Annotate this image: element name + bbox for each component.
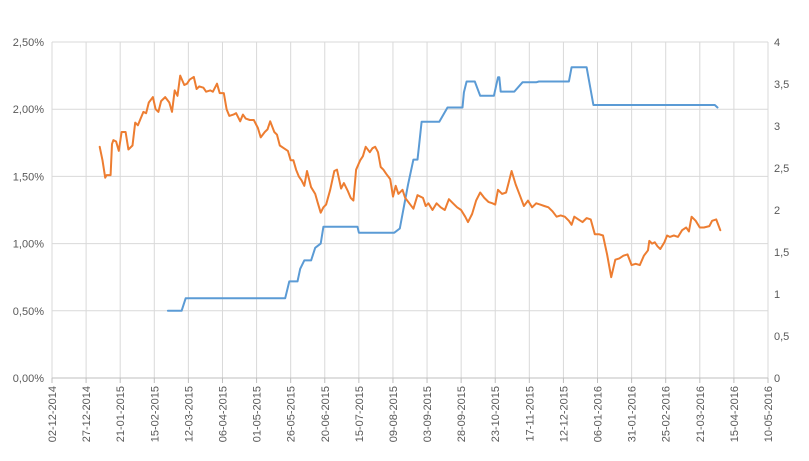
y-right-tick-label: 3,5 [774,79,789,91]
y-right-tick-label: 0 [774,373,780,385]
x-tick-label: 02-12-2014 [47,386,59,442]
x-tick-label: 20-06-2015 [320,386,332,442]
x-tick-label: 12-12-2015 [558,386,570,442]
gridlines [51,41,769,383]
y-right-tick-label: 1 [774,289,780,301]
x-tick-label: 17-11-2015 [524,386,536,441]
y-left-tick-label: 0,00% [13,373,44,385]
x-tick-label: 15-07-2015 [354,386,366,442]
x-tick-label: 06-01-2016 [593,386,605,442]
y-left-tick-label: 0,50% [13,306,44,318]
right-axis-tick-labels: 0 0,5 1 1,5 2 2,5 3 3,5 4 [774,37,789,385]
x-tick-label: 27-12-2014 [81,386,93,442]
y-right-tick-label: 4 [774,37,780,49]
x-tick-label: 15-02-2015 [149,386,161,442]
x-tick-label: 31-01-2016 [627,386,639,442]
y-left-tick-label: 2,50% [13,37,44,49]
x-tick-label: 03-09-2015 [422,386,434,442]
left-axis-tick-labels: 0,00% 0,50% 1,00% 1,50% 2,00% 2,50% [13,37,44,385]
x-tick-label: 09-08-2015 [388,386,400,442]
x-tick-label: 21-03-2016 [695,386,707,442]
x-tick-label: 01-05-2015 [252,386,264,442]
y-right-tick-label: 1,5 [774,247,789,259]
x-tick-label: 06-04-2015 [217,386,229,442]
y-right-tick-label: 3 [774,121,780,133]
x-tick-label: 26-05-2015 [286,386,298,442]
x-axis-tick-labels: 02-12-2014 27-12-2014 21-01-2015 15-02-2015… [47,386,775,442]
x-tick-label: 25-02-2016 [661,386,673,442]
y-left-tick-label: 2,00% [13,104,44,116]
y-left-tick-label: 1,00% [13,239,44,251]
y-right-tick-label: 0,5 [774,331,789,343]
x-tick-label: 28-09-2015 [456,386,468,442]
y-left-tick-label: 1,50% [13,171,44,183]
x-tick-label: 21-01-2015 [115,386,127,442]
y-right-tick-label: 2 [774,205,780,217]
x-tick-label: 23-10-2015 [490,386,502,442]
series-line-left-axis [98,74,722,279]
x-tick-label: 10-05-2016 [763,386,775,442]
x-tick-label: 12-03-2015 [183,386,195,442]
series-line-right-axis [166,66,719,312]
series-lines [98,66,722,312]
y-right-tick-label: 2,5 [774,163,789,175]
x-tick-label: 15-04-2016 [729,386,741,442]
